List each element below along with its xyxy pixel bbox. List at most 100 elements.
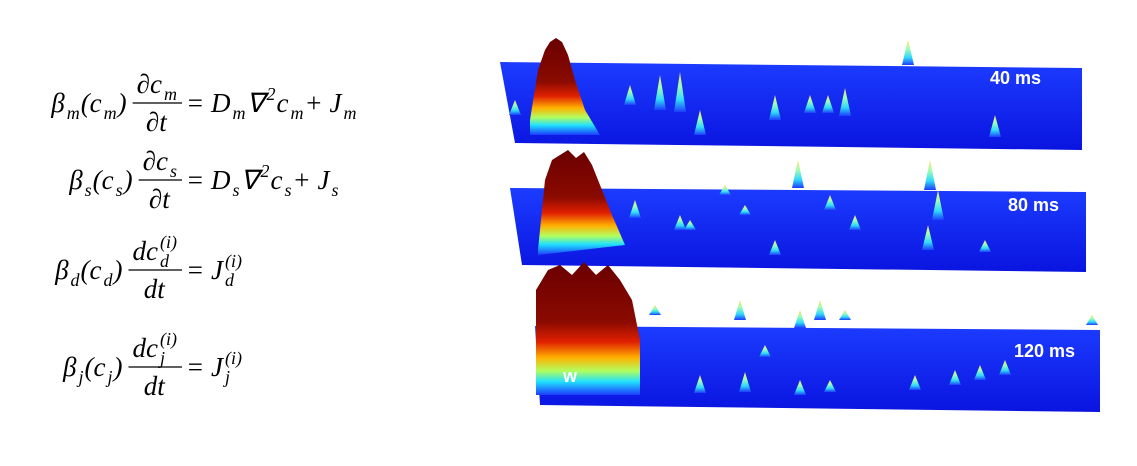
- equation-text: d: [104, 270, 114, 290]
- spike: [739, 372, 751, 392]
- equation-text: ): [122, 165, 133, 195]
- equation-text: (i): [160, 232, 177, 253]
- spike: [814, 300, 826, 320]
- equation-text: (c: [93, 165, 114, 195]
- equation-text: = D: [186, 88, 231, 118]
- equation-text: 2: [261, 161, 270, 181]
- sheet: [510, 188, 1086, 272]
- spike: [684, 220, 696, 230]
- equation-text: s: [116, 180, 123, 200]
- spike: [674, 72, 686, 112]
- spike: [654, 75, 666, 110]
- spike: [909, 375, 921, 390]
- spike: [739, 205, 751, 215]
- spike: [769, 240, 781, 255]
- sheet: [500, 62, 1082, 150]
- equation-text: + J: [293, 165, 332, 195]
- equation-text: ∂t: [149, 184, 171, 214]
- wave-mound: [536, 262, 640, 395]
- spike: [792, 160, 804, 188]
- equation-text: (c: [81, 255, 102, 285]
- equation-text: ): [112, 255, 123, 285]
- equation-text: ): [112, 352, 123, 382]
- equation-text: m: [104, 103, 117, 123]
- equation-text: m: [343, 103, 356, 123]
- spike: [804, 95, 816, 113]
- equation-text: dt: [144, 274, 167, 304]
- equation-text: ∂c: [143, 146, 168, 176]
- equation-text: = J: [186, 255, 225, 285]
- equation-text: m: [232, 103, 245, 123]
- equation-text: s: [170, 161, 177, 181]
- spike: [932, 190, 944, 220]
- equation-text: (i): [160, 329, 177, 350]
- equation-text: (c: [85, 352, 106, 382]
- equation-text: dc: [133, 333, 159, 363]
- equation-text: dc: [133, 236, 159, 266]
- equation-text: (i): [225, 251, 242, 272]
- equation-text: β: [54, 255, 69, 285]
- equation-text: j: [106, 367, 113, 387]
- equation-text: β: [50, 88, 65, 118]
- equation-text: j: [158, 348, 165, 368]
- spike: [794, 310, 806, 328]
- equation-text: m: [164, 84, 177, 104]
- spike: [624, 85, 636, 105]
- spikes: [509, 40, 1098, 395]
- equation-text: c: [277, 88, 289, 118]
- equation-text: j: [223, 367, 230, 387]
- equation-text: s: [285, 180, 292, 200]
- spike: [849, 215, 861, 230]
- spike: [924, 160, 936, 190]
- equation-text: s: [85, 180, 92, 200]
- spike: [694, 110, 706, 135]
- equation-text: s: [232, 180, 239, 200]
- spike: [769, 95, 781, 120]
- equation-text: d: [160, 251, 170, 271]
- wave-mound: [538, 150, 625, 255]
- time-label: 120 ms: [1014, 341, 1075, 361]
- equation-text: d: [71, 270, 81, 290]
- spike: [649, 305, 661, 315]
- equation-text: + J: [305, 88, 344, 118]
- equation-text: m: [291, 103, 304, 123]
- equation-text: = J: [186, 352, 225, 382]
- spike: [759, 345, 771, 357]
- equation-text: (c: [81, 88, 102, 118]
- spike: [822, 95, 834, 113]
- equation-text: = D: [186, 165, 231, 195]
- spike: [824, 380, 836, 392]
- spike: [694, 375, 706, 393]
- equation-text: β: [62, 352, 77, 382]
- spike: [794, 380, 806, 395]
- equation-text: s: [332, 180, 339, 200]
- equation-text: j: [77, 367, 84, 387]
- time-label: 40 ms: [990, 68, 1041, 88]
- equation-text: β: [68, 165, 83, 195]
- spike: [734, 300, 746, 320]
- equation-text: (i): [225, 348, 242, 369]
- spike: [674, 215, 686, 230]
- equation-text: ∇: [240, 165, 263, 195]
- equation-text: ∂t: [146, 107, 168, 137]
- equation-text: 2: [267, 84, 276, 104]
- equation-text: d: [225, 270, 235, 290]
- equation-text: ∂c: [137, 69, 162, 99]
- sheet: [535, 326, 1100, 412]
- spike: [839, 88, 851, 116]
- spike: [839, 310, 851, 320]
- surface-plots: [500, 38, 1100, 412]
- equation-text: m: [67, 103, 80, 123]
- equation-text: ): [116, 88, 127, 118]
- spike: [999, 360, 1011, 375]
- spike: [509, 100, 521, 115]
- equation-text: dt: [144, 371, 167, 401]
- spike: [629, 200, 641, 218]
- spike: [979, 240, 991, 252]
- wave-label: w: [562, 366, 578, 386]
- equation-text: c: [271, 165, 283, 195]
- spike: [989, 115, 1001, 137]
- wave-mound: [530, 38, 600, 135]
